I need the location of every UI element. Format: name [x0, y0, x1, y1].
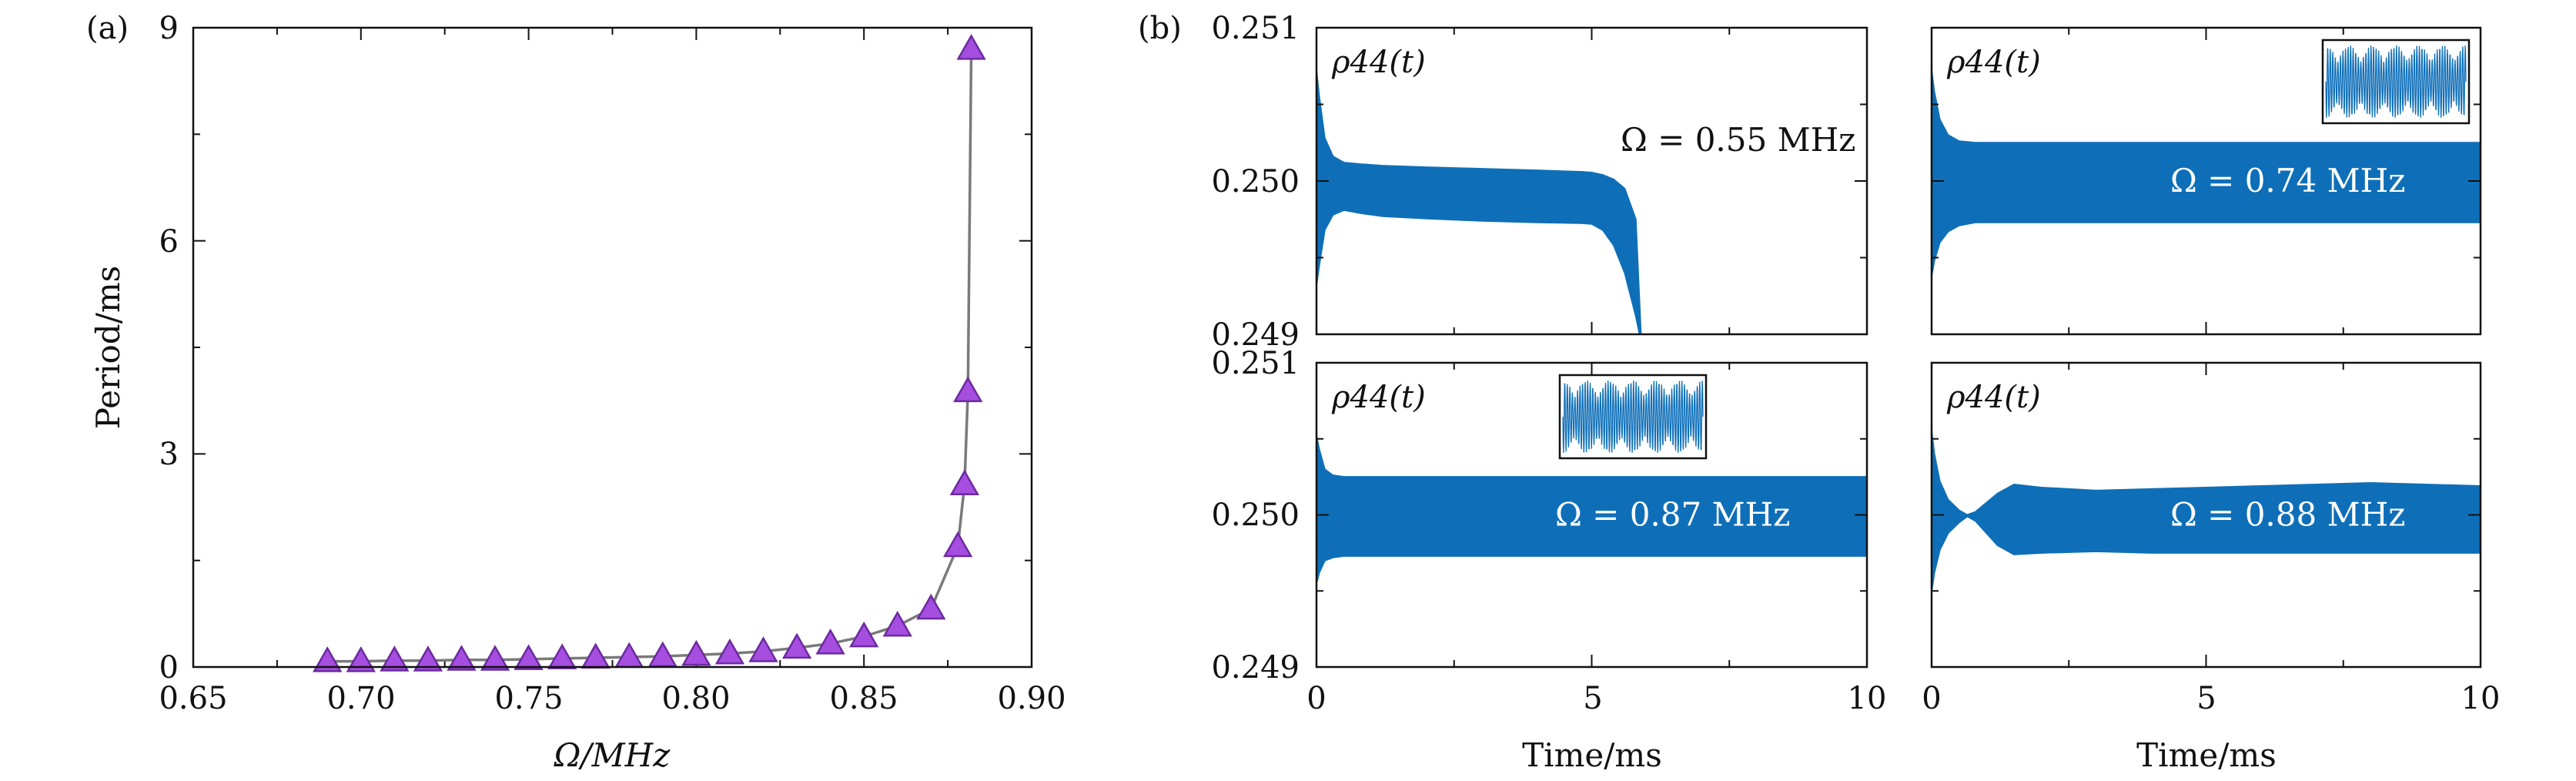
pa-xtick-label: 0.90 — [997, 681, 1066, 716]
pb-xtick-label: 0 — [1922, 681, 1941, 716]
pb-omega-annotation: Ω = 0.87 MHz — [1555, 496, 1790, 534]
pa-triangle-marker — [580, 642, 611, 669]
pb-omega-annotation: Ω = 0.55 MHz — [1621, 121, 1855, 159]
panel-a-ticks — [192, 27, 1032, 668]
pa-triangle-marker — [882, 610, 912, 637]
pb-xtick-label: 10 — [1848, 681, 1887, 716]
pa-triangle-marker — [380, 645, 410, 672]
pb-xtick-label: 0 — [1306, 681, 1326, 716]
pb-subplot: ρ44(t) Ω = 0.55 MHz — [1315, 26, 1868, 336]
pa-triangle-marker — [849, 621, 879, 648]
pb-frame — [1315, 26, 1868, 336]
pa-triangle-marker — [346, 646, 376, 672]
pa-xtick-label: 0.80 — [661, 681, 730, 716]
pa-triangle-marker — [447, 645, 477, 671]
pb-omega-annotation: Ω = 0.88 MHz — [2170, 496, 2405, 534]
pb-xtick-label: 5 — [2196, 681, 2216, 716]
pb-band — [1316, 70, 1642, 334]
pb-subplot: ρ44(t) Ω = 0.74 MHz — [1930, 26, 2482, 336]
pb-frame — [1930, 26, 2482, 336]
pa-triangle-marker — [956, 34, 986, 60]
pb-ytick-label: 0.250 — [1211, 164, 1300, 199]
pb-inset-trace — [2325, 45, 2467, 118]
pb-band — [1316, 435, 1867, 584]
pb-rho-label: ρ44(t) — [1946, 380, 2041, 415]
pb-ytick-label: 0.251 — [1211, 346, 1300, 381]
pb-omega-annotation: Ω = 0.74 MHz — [2170, 162, 2405, 199]
pa-xlabel: Ω/MHz — [554, 736, 671, 774]
pb-band — [1932, 70, 2481, 277]
pa-triangle-marker — [547, 643, 577, 669]
pb-ytick-label: 0.250 — [1211, 498, 1300, 533]
pb-rho-label: ρ44(t) — [1331, 380, 1426, 415]
pb-inset — [2321, 39, 2471, 125]
pb-xlabel-right: Time/ms — [2136, 736, 2277, 774]
pa-ylabel: Period/ms — [89, 266, 127, 429]
pa-triangle-marker — [953, 376, 983, 403]
pb-rho-label: ρ44(t) — [1946, 45, 2041, 80]
panel-b-label: (b) — [1138, 11, 1182, 46]
pb-frame — [1930, 361, 2482, 669]
pa-ytick-label: 3 — [159, 437, 179, 472]
pa-triangle-marker — [815, 628, 845, 655]
pb-inset-trace — [1562, 380, 1704, 453]
pa-triangle-marker — [313, 646, 343, 672]
pa-triangle-marker — [614, 642, 644, 669]
pa-triangle-marker — [781, 632, 812, 659]
pb-rho-label: ρ44(t) — [1331, 45, 1426, 80]
pb-subplot: ρ44(t) Ω = 0.87 MHz — [1315, 361, 1868, 669]
pb-ytick-label: 0.251 — [1211, 11, 1300, 46]
pa-triangle-marker — [916, 593, 946, 620]
pa-triangle-marker — [949, 469, 980, 495]
pa-series-line — [327, 49, 973, 663]
pb-frame — [1315, 361, 1868, 669]
panel-a-label: (a) — [86, 11, 129, 46]
panel-a-frame — [192, 26, 1033, 669]
pa-triangle-marker — [480, 645, 510, 671]
pb-xlabel-left: Time/ms — [1522, 736, 1662, 774]
pb-inset — [1558, 374, 1708, 460]
panel-a-data — [313, 34, 986, 672]
pa-triangle-marker — [748, 636, 778, 662]
pa-ytick-label: 9 — [159, 11, 179, 46]
pa-xtick-label: 0.65 — [159, 681, 227, 716]
pb-subplot: ρ44(t) Ω = 0.88 MHz — [1930, 361, 2482, 669]
pa-xtick-label: 0.70 — [326, 681, 395, 716]
pa-xtick-label: 0.85 — [829, 681, 898, 716]
pb-xtick-label: 5 — [1583, 681, 1602, 716]
pa-triangle-marker — [714, 638, 745, 665]
pb-band — [1932, 431, 2481, 592]
pa-triangle-marker — [681, 639, 711, 666]
pa-triangle-marker — [413, 645, 443, 672]
pa-xtick-label: 0.75 — [494, 681, 563, 716]
pa-triangle-marker — [514, 644, 544, 670]
pb-ytick-label: 0.249 — [1211, 650, 1300, 685]
pa-triangle-marker — [943, 531, 973, 558]
pb-xtick-label: 10 — [2461, 681, 2501, 716]
pa-ytick-label: 0 — [159, 650, 179, 685]
pa-ytick-label: 6 — [159, 224, 179, 260]
pb-ytick-label: 0.249 — [1211, 317, 1300, 353]
